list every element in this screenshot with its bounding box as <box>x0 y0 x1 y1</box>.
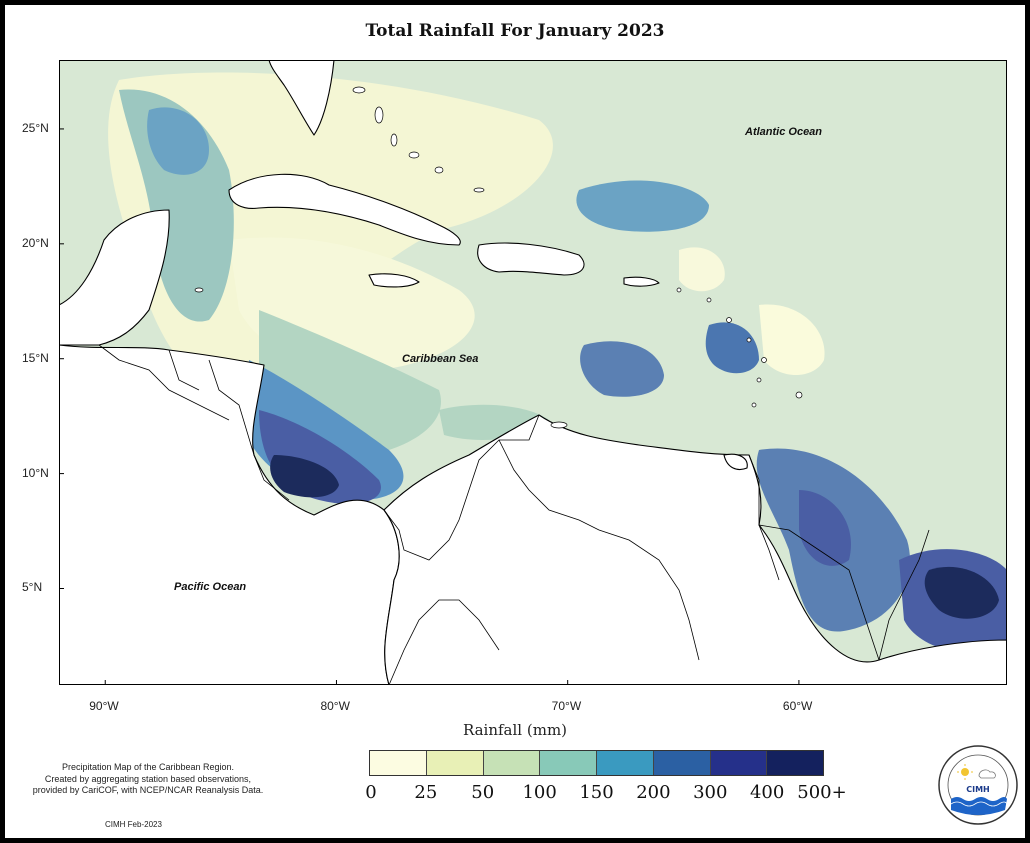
antilles-island-3 <box>726 317 732 323</box>
note-line-3: provided by CariCOF, with NCEP/NCAR Rean… <box>32 785 264 795</box>
max-core-panama <box>270 455 339 498</box>
antilles-island-7 <box>751 402 757 408</box>
map-title: Total Rainfall For January 2023 <box>365 21 665 41</box>
land-yucatan <box>59 209 170 346</box>
logo-text: CIMH <box>966 785 990 794</box>
wet-core-antilles <box>705 322 759 374</box>
lat-tick-label: 20°N <box>22 235 49 250</box>
map-border <box>59 60 1007 685</box>
legend-break-label: 400 <box>749 782 785 803</box>
logo-cloud-icon <box>978 769 996 779</box>
note-line-2: Created by aggregating station based obs… <box>44 773 252 784</box>
bahamas-island-5 <box>434 166 444 174</box>
wet-core-gulf <box>147 107 209 175</box>
legend-break-label: 25 <box>414 782 438 803</box>
lat-tick-label: 25°N <box>22 120 49 135</box>
legend-title: Rainfall (mm) <box>462 721 568 739</box>
legend-swatch <box>540 751 597 775</box>
antilles-island-6 <box>756 377 762 383</box>
land-cuba <box>228 173 461 246</box>
legend-swatch <box>426 751 484 775</box>
legend-break-label: 200 <box>636 782 671 803</box>
legend-break-label: 500+ <box>797 782 847 803</box>
dry-zone-virgin <box>679 247 725 292</box>
legend-swatch <box>653 751 711 775</box>
bahamas-island-3 <box>390 133 398 147</box>
land-florida <box>268 60 335 136</box>
legend-break-label: 150 <box>579 782 614 803</box>
turks-caicos <box>473 187 485 193</box>
rainfall-map: Atlantic Ocean Caribbean Sea Pacific Oce… <box>59 60 1007 685</box>
cayman-islands <box>194 287 204 293</box>
lon-tick-label: 90°W <box>89 699 119 713</box>
dry-zone-barbados <box>759 304 825 375</box>
land-south-america <box>383 414 1007 685</box>
land-jamaica <box>368 273 420 288</box>
antilles-island-1 <box>676 287 682 293</box>
heavy-zone-guyana <box>799 490 851 566</box>
bahamas-island-2 <box>374 106 384 124</box>
bahamas-island-4 <box>408 151 420 159</box>
legend-swatch <box>370 751 427 775</box>
lon-tick-label: 70°W <box>551 699 582 713</box>
lon-tick-label: 60°W <box>782 699 813 713</box>
small-islands <box>194 86 803 429</box>
legend-color-bar <box>369 750 824 776</box>
legend-swatch <box>597 751 654 775</box>
country-borders <box>98 344 930 685</box>
abc-islands <box>550 421 568 429</box>
lat-tick-label: 5°N <box>22 580 43 595</box>
legend-break-label: 100 <box>522 782 557 803</box>
label-atlantic-ocean: Atlantic Ocean <box>744 126 822 138</box>
land-puerto-rico <box>623 276 660 287</box>
legend-swatch <box>767 751 823 775</box>
wet-core-atlantic <box>576 180 709 232</box>
label-caribbean-sea: Caribbean Sea <box>402 353 478 365</box>
legend-swatch <box>710 751 768 775</box>
label-pacific-ocean: Pacific Ocean <box>174 581 246 593</box>
max-core-suriname <box>924 566 999 619</box>
note-line-1: Precipitation Map of the Caribbean Regio… <box>61 762 235 772</box>
lat-tick-label: 15°N <box>22 350 49 365</box>
legend-break-label: 300 <box>693 782 728 803</box>
antilles-island-2 <box>706 297 712 303</box>
map-description-note: Precipitation Map of the Caribbean Regio… <box>13 762 283 797</box>
legend-swatch <box>483 751 541 775</box>
logo-sun-icon <box>961 768 969 776</box>
land-hispaniola <box>477 242 585 276</box>
antilles-island-5 <box>761 357 767 363</box>
lon-tick-label: 80°W <box>320 699 350 713</box>
credit-text: CIMH Feb-2023 <box>105 820 162 829</box>
land-masses <box>59 60 1007 685</box>
bahamas-island-1 <box>352 86 366 94</box>
lat-tick-label: 10°N <box>22 465 49 480</box>
land-trinidad <box>723 453 748 471</box>
wet-core-caribbean <box>580 341 664 397</box>
cimh-logo: CIMH <box>938 745 1018 825</box>
logo-waves-icon <box>951 797 1007 815</box>
barbados-island <box>795 391 803 399</box>
legend-break-label: 0 <box>365 782 377 803</box>
legend-break-label: 50 <box>471 782 495 803</box>
antilles-island-4 <box>746 337 752 343</box>
